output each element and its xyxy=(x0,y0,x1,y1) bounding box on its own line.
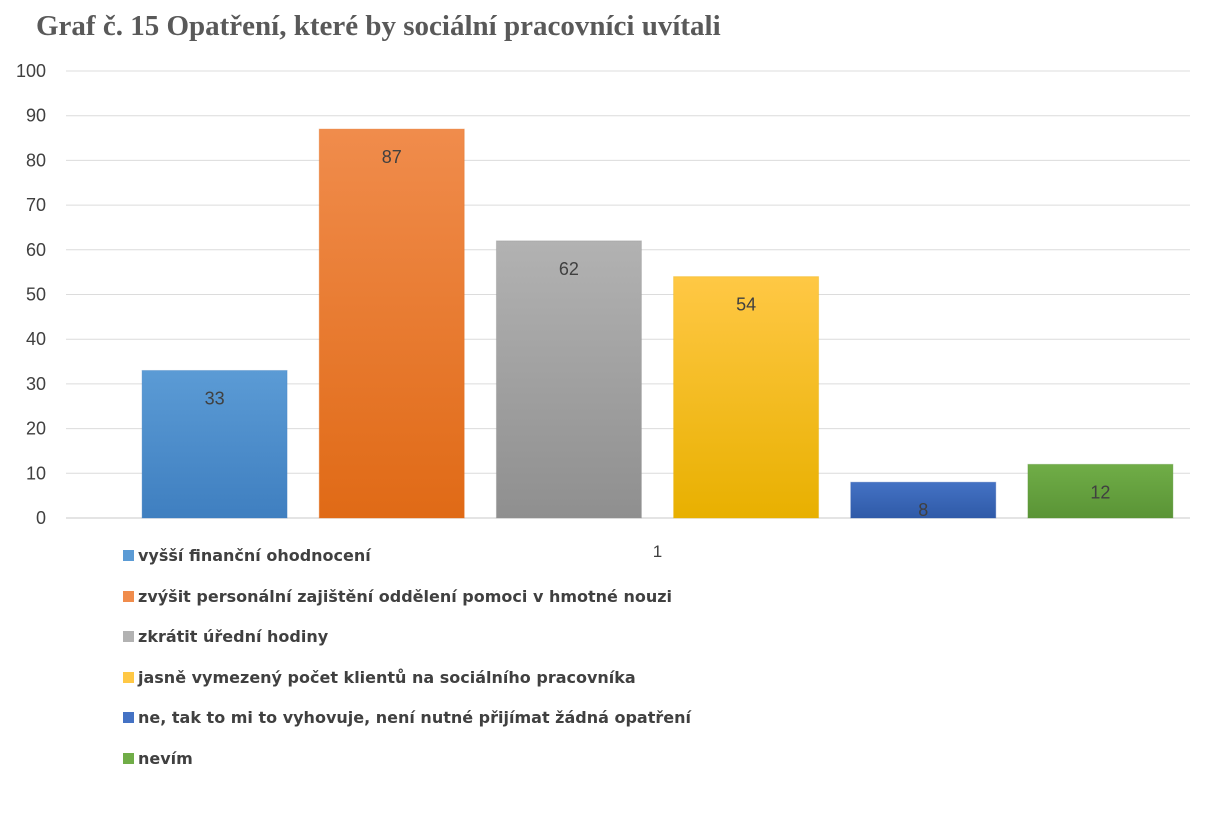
y-tick-label: 90 xyxy=(26,106,46,126)
legend-swatch xyxy=(123,550,134,561)
y-axis-ticks: 0 10 20 30 40 50 60 70 80 90 100 xyxy=(16,61,46,528)
data-label: 54 xyxy=(736,295,756,315)
data-label: 12 xyxy=(1090,482,1110,502)
y-tick-label: 30 xyxy=(26,374,46,394)
bar xyxy=(673,276,820,519)
legend-item: jasně vymezený počet klientů na sociální… xyxy=(123,668,636,687)
y-tick-label: 40 xyxy=(26,329,46,349)
y-tick-label: 100 xyxy=(16,61,46,81)
bar xyxy=(318,128,465,519)
data-labels: 33 87 62 54 8 12 xyxy=(205,147,1111,520)
chart-title: Graf č. 15 Opatření, které by sociální p… xyxy=(36,10,721,42)
legend-swatch xyxy=(123,671,134,683)
data-label: 87 xyxy=(382,147,402,167)
legend-label: zkrátit úřední hodiny xyxy=(138,627,329,646)
legend-label: ne, tak to mi to vyhovuje, není nutné př… xyxy=(138,708,691,727)
bar xyxy=(141,369,288,519)
y-tick-label: 20 xyxy=(26,419,46,439)
legend-label: vyšší finanční ohodnocení xyxy=(138,546,371,565)
y-tick-label: 0 xyxy=(36,508,46,528)
legend-swatch xyxy=(123,590,134,602)
bar xyxy=(1027,463,1174,519)
legend-swatch xyxy=(123,631,134,642)
y-tick-label: 70 xyxy=(26,195,46,215)
legend-label: zvýšit personální zajištění oddělení pom… xyxy=(138,586,673,606)
y-tick-label: 80 xyxy=(26,150,46,170)
bar xyxy=(495,240,642,519)
y-tick-label: 60 xyxy=(26,240,46,260)
legend-item: vyšší finanční ohodnocení xyxy=(123,546,371,565)
bars xyxy=(141,128,1174,519)
legend-item: zkrátit úřední hodiny xyxy=(123,627,328,646)
data-label: 33 xyxy=(205,388,225,408)
legend-label: jasně vymezený počet klientů na sociální… xyxy=(138,667,636,687)
legend-label: nevím xyxy=(138,748,193,768)
legend-item: nevím xyxy=(123,749,193,768)
legend-item: ne, tak to mi to vyhovuje, není nutné př… xyxy=(123,708,691,727)
x-axis-categories: 1 xyxy=(653,542,662,561)
bar xyxy=(850,481,997,519)
legend-item: zvýšit personální zajištění oddělení pom… xyxy=(123,587,672,606)
data-label: 62 xyxy=(559,259,579,279)
x-category-label: 1 xyxy=(653,542,662,561)
data-label: 8 xyxy=(918,500,928,520)
legend-swatch xyxy=(123,752,134,764)
legend-swatch xyxy=(123,712,134,723)
y-tick-label: 10 xyxy=(26,463,46,483)
y-tick-label: 50 xyxy=(26,285,46,305)
